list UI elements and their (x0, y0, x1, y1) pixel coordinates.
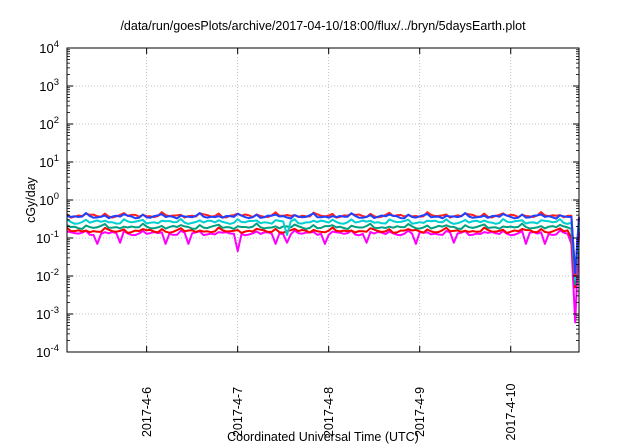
y-tick-label: 103 (39, 77, 59, 94)
grid-layer (67, 48, 579, 352)
x-tick-label: 2017-4-10 (504, 383, 518, 440)
series-line (66, 226, 580, 289)
series-line (66, 222, 580, 286)
series-layer (66, 211, 580, 324)
y-tick-label: 10-2 (36, 267, 59, 284)
y-tick-label: 10-3 (36, 305, 59, 322)
y-tick-label: 101 (39, 153, 59, 170)
series-line (66, 218, 580, 281)
x-tick-label: 2017-4-9 (413, 387, 427, 437)
y-tick-label: 10-1 (36, 229, 59, 246)
x-axis-label: Coordinated Universal Time (UTC) (227, 430, 419, 444)
x-tick-label: 2017-4-8 (322, 387, 336, 437)
series-line (66, 229, 580, 324)
y-tick-layer: 10-4 10-3 10-2 10-1 100 101 102 103 104 (36, 39, 579, 360)
chart-title: /data/run/goesPlots/archive/2017-04-10/1… (120, 19, 526, 33)
x-tick-layer: 2017-4-6 2017-4-7 2017-4-8 2017-4-9 2017-4-1… (140, 48, 518, 441)
y-tick-label: 10-4 (36, 343, 59, 360)
x-tick-label: 2017-4-6 (140, 387, 154, 437)
y-tick-label: 104 (39, 39, 59, 56)
y-tick-label: 102 (39, 115, 59, 132)
x-tick-label: 2017-4-7 (231, 387, 245, 437)
series-line (66, 212, 580, 274)
y-tick-label: 100 (39, 191, 59, 208)
y-axis-label: cGy/day (24, 176, 38, 223)
